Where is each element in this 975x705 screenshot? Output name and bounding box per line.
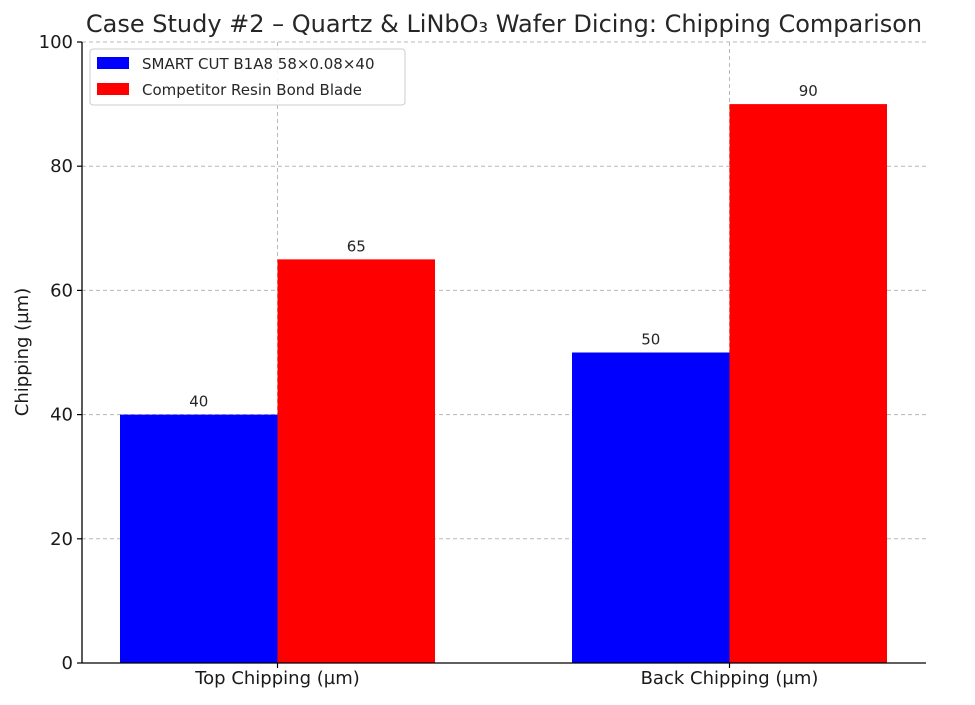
- data-label-layer: 40 50 65 90: [189, 82, 818, 411]
- x-tick-label: Back Chipping (µm): [641, 668, 819, 689]
- x-tick-label: Top Chipping (µm): [194, 668, 360, 689]
- y-axis-label: Chipping (µm): [12, 288, 33, 416]
- bar-value-label: 65: [347, 237, 366, 255]
- y-tick-label: 80: [50, 156, 73, 177]
- legend-box: [89, 48, 406, 106]
- bar-layer: [120, 104, 887, 664]
- y-tick-label: 40: [50, 405, 73, 426]
- bar-value-label: 40: [189, 393, 208, 411]
- bar-competitor-0: [277, 259, 435, 663]
- y-tick-label: 20: [50, 529, 73, 550]
- bar-value-label: 90: [799, 82, 818, 100]
- bar-value-label: 50: [641, 331, 660, 349]
- legend: SMART CUT B1A8 58×0.08×40 Competitor Res…: [89, 48, 406, 106]
- y-tick-label: 0: [62, 653, 73, 674]
- bar-competitor-1: [729, 104, 887, 664]
- bar-smart-cut-1: [572, 352, 730, 663]
- y-tick-label: 60: [50, 280, 73, 301]
- tick-layer: 0 20 40 60 80 100 Top Chipping (µm) Back Chippi…: [39, 32, 819, 689]
- bar-smart-cut-0: [120, 414, 278, 663]
- chart-title: Case Study #2 – Quartz & LiNbO₃ Wafer Di…: [86, 10, 922, 38]
- y-tick-label: 100: [39, 32, 73, 53]
- legend-label-competitor: Competitor Resin Bond Blade: [142, 81, 362, 99]
- legend-swatch-smart-cut: [97, 57, 129, 69]
- legend-swatch-competitor: [97, 83, 129, 95]
- legend-label-smart-cut: SMART CUT B1A8 58×0.08×40: [142, 55, 375, 73]
- axis-layer: [81, 42, 926, 664]
